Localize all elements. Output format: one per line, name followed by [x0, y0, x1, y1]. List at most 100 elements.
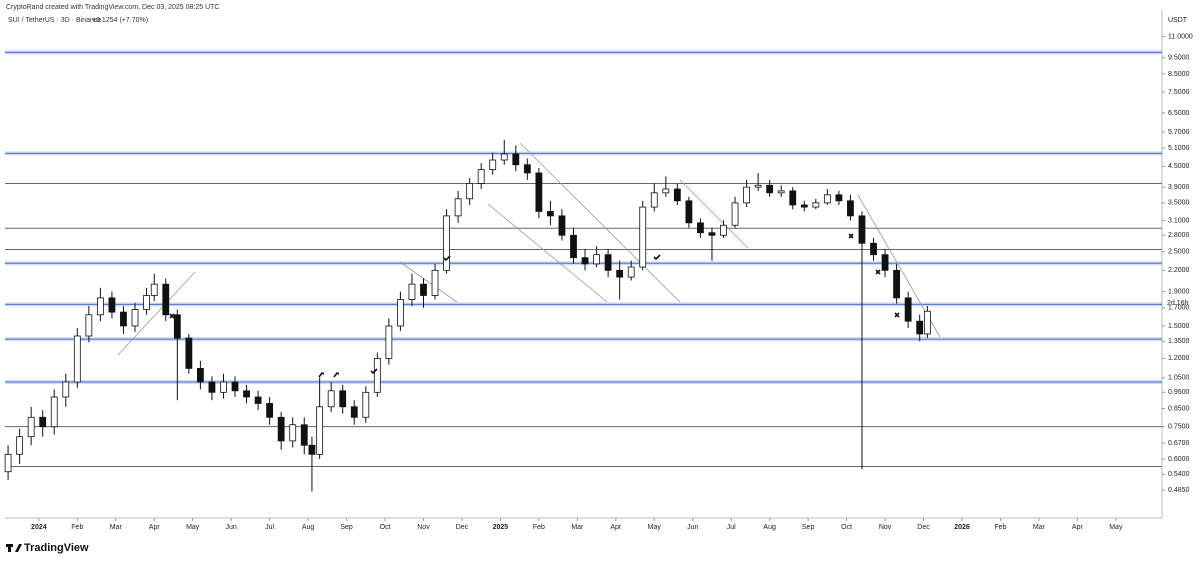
candle-body — [39, 416, 47, 428]
y-tick-label: 5.1000 — [1168, 145, 1190, 152]
y-tick-label: 7.5000 — [1168, 89, 1190, 96]
candle-body — [350, 406, 358, 418]
candle-body — [800, 204, 808, 208]
candle-body — [150, 283, 158, 296]
x-tick-label: Aug — [302, 524, 315, 531]
x-tick-label: Mar — [110, 524, 123, 531]
candle-body — [85, 314, 93, 337]
candle-body — [904, 297, 912, 322]
candle-body — [131, 309, 139, 327]
candle-body — [858, 215, 866, 244]
candle-body — [4, 453, 12, 473]
candle-body — [220, 381, 227, 393]
y-tick-label: 1.2000 — [1168, 355, 1190, 362]
x-tick-label: Jun — [226, 524, 237, 531]
candle-body — [673, 188, 681, 202]
candle-body — [173, 314, 181, 339]
candle-body — [339, 390, 347, 408]
y-tick-label: 3.1000 — [1168, 217, 1190, 224]
candle-body — [243, 390, 250, 398]
x-tick-label: Jul — [727, 524, 736, 531]
candles — [4, 139, 931, 492]
candle-body — [62, 381, 70, 398]
y-tick-label: 0.9500 — [1168, 389, 1190, 396]
candle-body — [373, 357, 381, 393]
x-tick-label: May — [1109, 524, 1123, 531]
candle-body — [327, 390, 335, 408]
candle-body — [523, 164, 531, 174]
candle-body — [73, 335, 81, 383]
change: +0.1254 (+7.70%) — [92, 17, 148, 24]
candle-body — [500, 153, 508, 161]
candle-body — [823, 194, 831, 204]
candle-body — [300, 424, 308, 446]
x-tick-label: 2024 — [31, 524, 47, 531]
y-tick-label: 9.5000 — [1168, 55, 1190, 62]
candle-body — [443, 215, 450, 271]
x-tick-label: Sep — [340, 524, 353, 531]
candle-body — [650, 192, 658, 208]
candle-body — [754, 184, 762, 188]
y-tick-label: 2.8000 — [1168, 232, 1190, 239]
candle-body — [616, 269, 624, 278]
countdown: 2d 16h — [1167, 300, 1189, 307]
candle-body — [777, 190, 785, 194]
x-tick-label: Feb — [71, 524, 83, 531]
y-tick-label: 3.5000 — [1168, 200, 1190, 207]
candle-body — [766, 184, 774, 194]
x-tick-label: Oct — [841, 524, 852, 531]
x-tick-label: 2025 — [493, 524, 509, 531]
candle-body — [489, 159, 497, 171]
candle-body — [870, 242, 877, 256]
y-tick-label: 2.2000 — [1168, 267, 1190, 274]
candle-body — [662, 188, 670, 194]
y-tick-label: 4.5000 — [1168, 163, 1190, 170]
credit: CryptoRand created with TradingView.com,… — [6, 4, 219, 11]
candle-body — [50, 396, 58, 428]
y-tick-label: 8.5000 — [1168, 71, 1190, 78]
candle-body — [708, 232, 716, 236]
x-tick-label: Apr — [610, 524, 622, 531]
x-tick-label: Nov — [879, 524, 892, 531]
candle-body — [627, 266, 635, 278]
levels — [5, 50, 1162, 468]
y-tick-label: 1.9000 — [1168, 288, 1190, 295]
y-tick-label: 0.8500 — [1168, 405, 1190, 412]
candle-body — [923, 310, 931, 335]
currency: USDT — [1168, 17, 1188, 24]
x-tick-label: Feb — [533, 524, 545, 531]
candle-body — [466, 183, 474, 200]
markers — [169, 233, 900, 378]
candle-body — [397, 299, 404, 327]
x-tick-label: Dec — [456, 524, 469, 531]
x-tick-label: 2026 — [954, 524, 970, 531]
candle-body — [431, 269, 439, 296]
candle-body — [581, 257, 589, 265]
y-tick-label: 0.6700 — [1168, 440, 1190, 447]
candle-body — [570, 234, 577, 259]
candle-body — [743, 186, 750, 204]
x-tick-label: Aug — [763, 524, 776, 531]
candle-body — [208, 381, 216, 393]
candle-body — [547, 211, 554, 217]
candle-body — [308, 444, 316, 455]
candle-body — [685, 200, 693, 224]
candle-body — [477, 169, 485, 184]
x-tick-label: Apr — [149, 524, 161, 531]
candle-body — [697, 222, 704, 234]
candle-body — [266, 403, 274, 418]
x-tick-label: Oct — [380, 524, 391, 531]
y-tick-label: 1.7000 — [1168, 305, 1190, 312]
candle-body — [420, 283, 427, 296]
candle-body — [277, 416, 285, 442]
y-tick-label: 3.9000 — [1168, 184, 1190, 191]
candle-body — [316, 406, 324, 455]
candle-body — [196, 368, 204, 383]
candle-body — [408, 283, 416, 300]
candle-body — [512, 153, 520, 166]
x-tick-label: Jun — [687, 524, 698, 531]
x-tick-label: Mar — [1033, 524, 1046, 531]
x-tick-label: Apr — [1072, 524, 1084, 531]
